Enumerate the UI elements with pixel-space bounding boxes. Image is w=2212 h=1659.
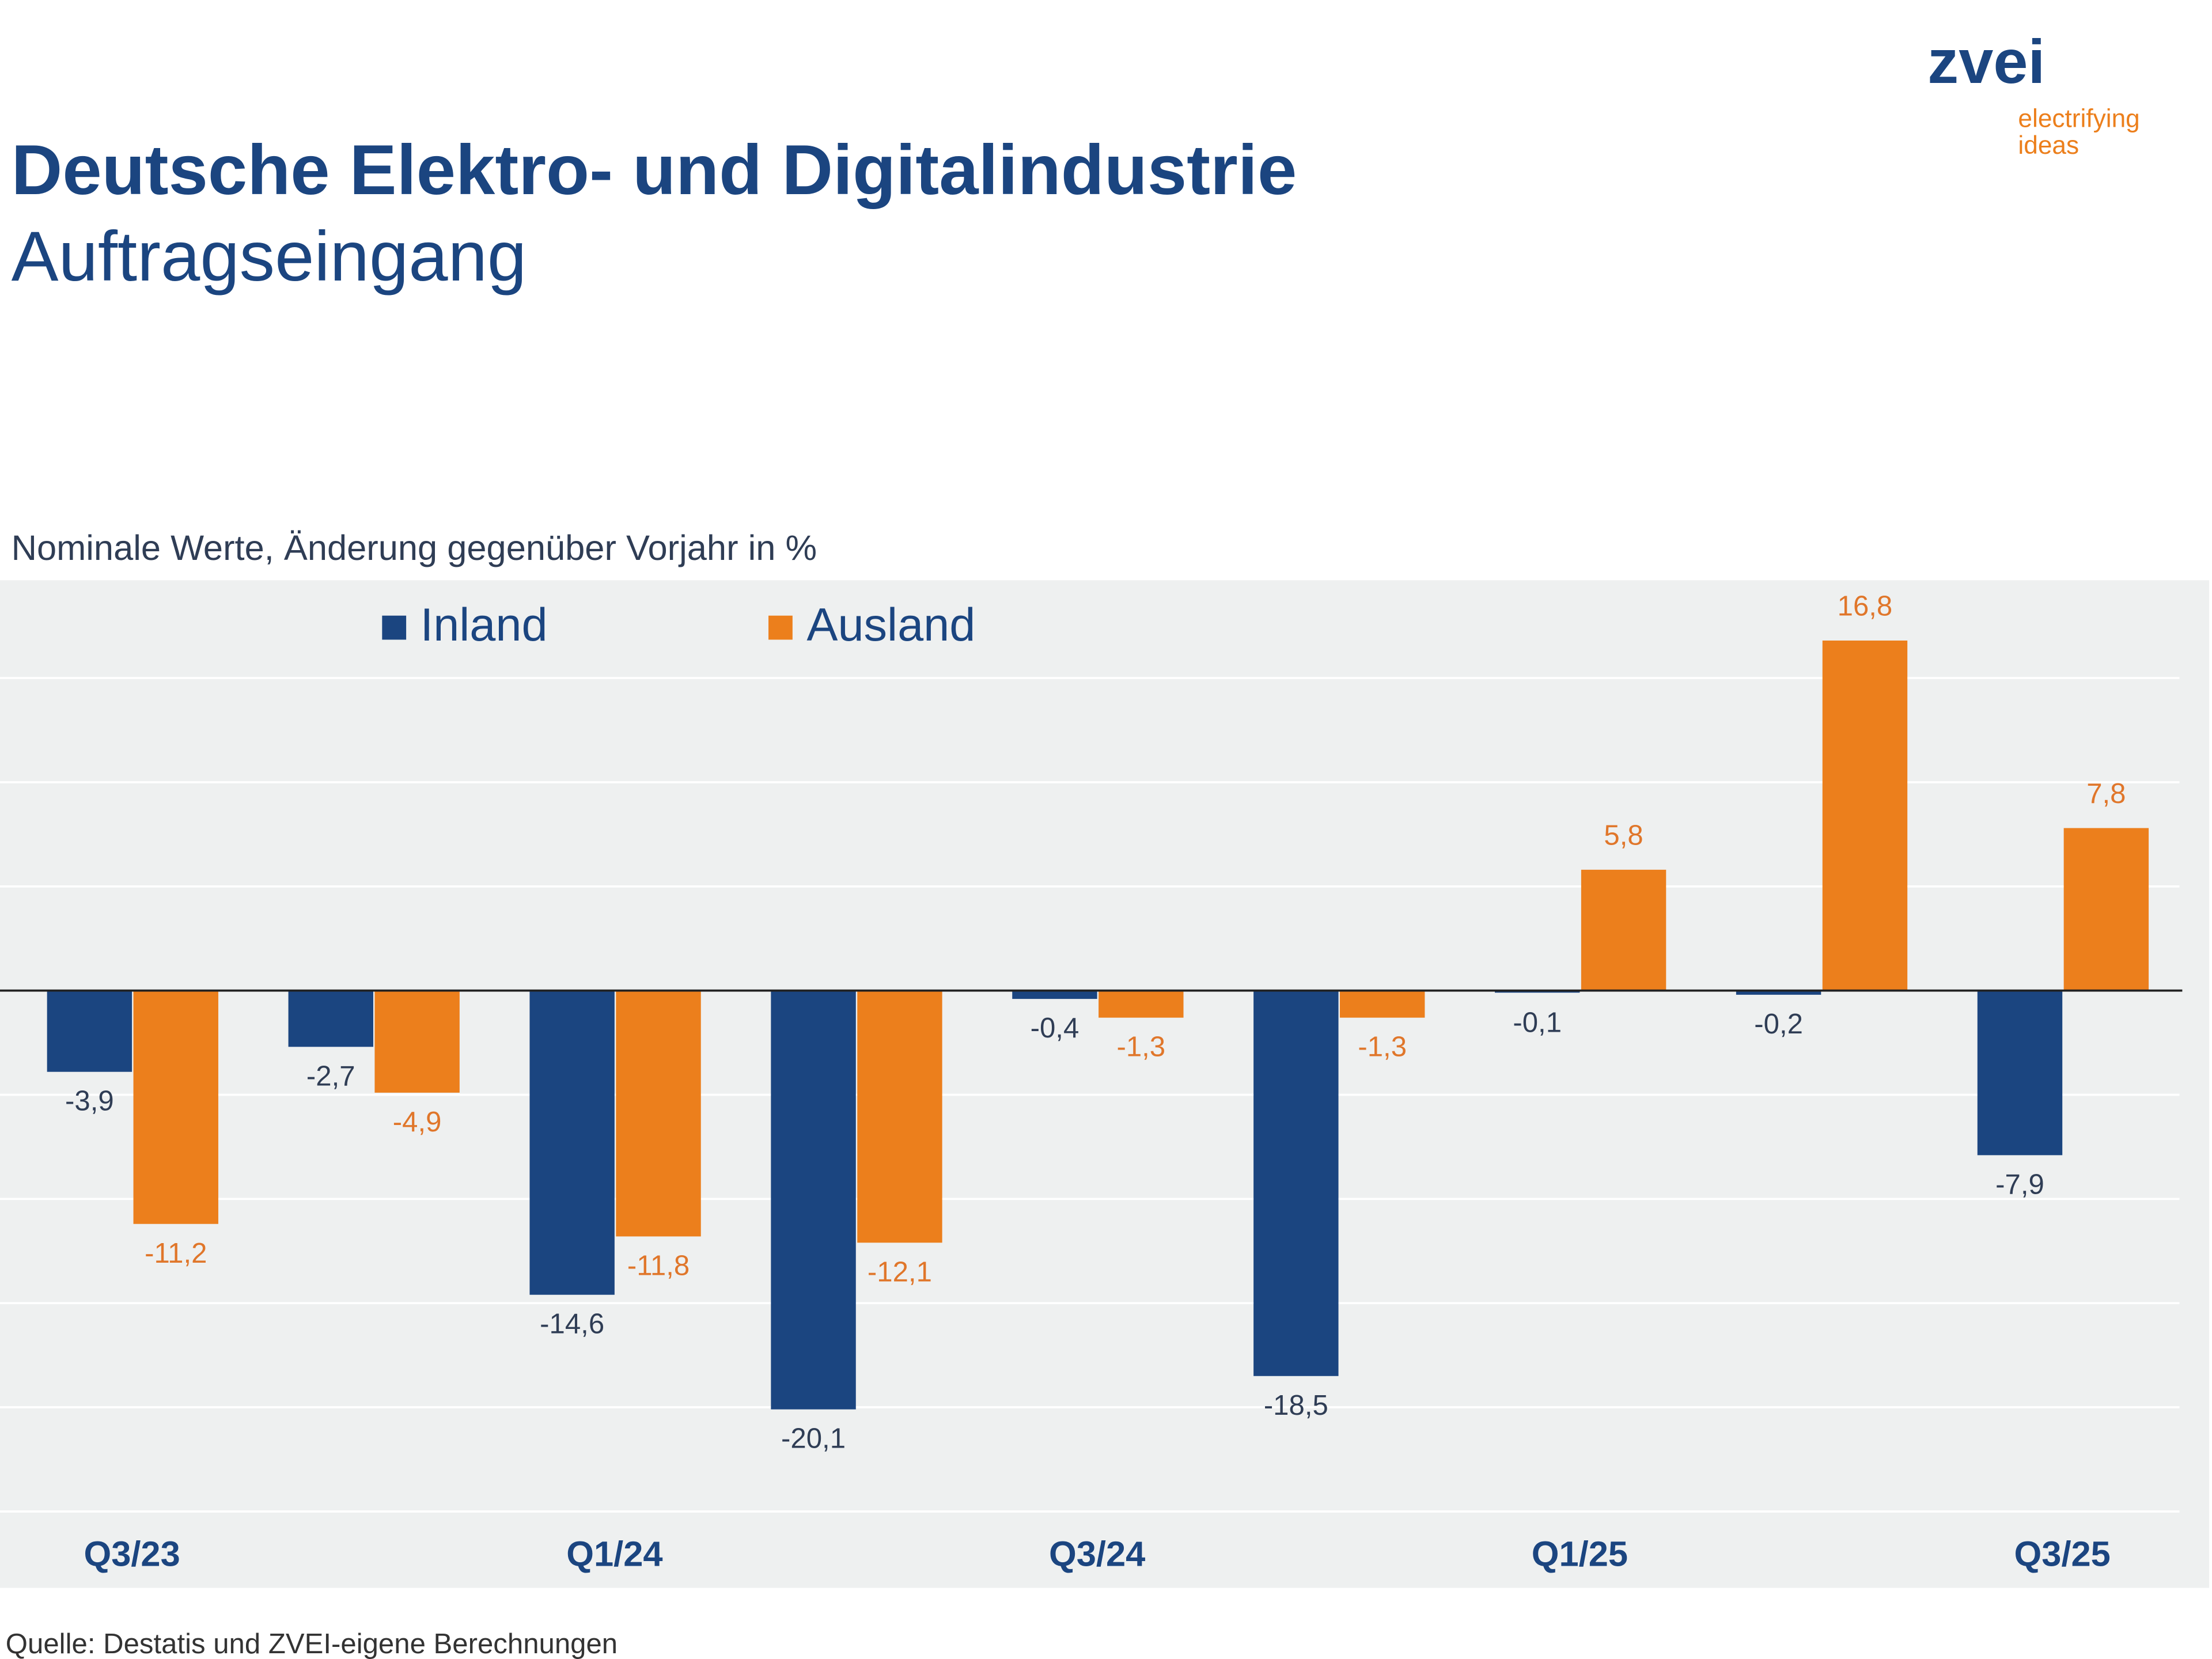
logo-tagline: ideas <box>2018 131 2079 160</box>
data-label: -14,6 <box>540 1309 604 1340</box>
chart-subtitle: Auftragseingang <box>12 217 527 296</box>
bar <box>374 990 460 1093</box>
x-tick-label: Q1/24 <box>566 1535 662 1574</box>
bar <box>2063 828 2149 991</box>
data-label: -2,7 <box>306 1060 355 1092</box>
data-label: -3,9 <box>65 1086 114 1117</box>
data-label: -0,4 <box>1031 1013 1080 1044</box>
data-label: 5,8 <box>1604 820 1643 851</box>
bar <box>616 990 701 1237</box>
legend-label: Inland <box>421 599 548 651</box>
data-label: 7,8 <box>2086 778 2126 809</box>
bar <box>1736 990 1821 995</box>
chart-title: Deutsche Elektro- und Digitalindustrie <box>12 131 1297 210</box>
logo-brand: zvei <box>1927 26 2045 96</box>
data-label: -1,3 <box>1116 1032 1165 1063</box>
data-label: -1,3 <box>1358 1032 1407 1063</box>
data-label: -11,2 <box>145 1238 207 1269</box>
data-label: -18,5 <box>1264 1390 1328 1421</box>
bar <box>1977 990 2063 1156</box>
bar <box>857 990 942 1243</box>
data-label: -0,1 <box>1513 1007 1562 1039</box>
x-tick-label: Q3/24 <box>1049 1535 1145 1574</box>
data-label: 16,8 <box>1838 590 1893 622</box>
bar <box>1339 990 1425 1018</box>
bar <box>1581 869 1666 991</box>
bar <box>1253 990 1339 1376</box>
bar <box>771 990 856 1410</box>
y-axis-label: Nominale Werte, Änderung gegenüber Vorja… <box>12 528 817 568</box>
data-label: -4,9 <box>393 1107 442 1138</box>
data-label: -7,9 <box>1995 1169 2044 1200</box>
data-label: -12,1 <box>868 1256 932 1287</box>
data-label: -20,1 <box>781 1423 846 1455</box>
source-note: Quelle: Destatis und ZVEI-eigene Berechn… <box>6 1628 618 1659</box>
legend-swatch <box>382 615 407 640</box>
x-tick-label: Q3/23 <box>84 1535 180 1574</box>
bar <box>1099 990 1184 1018</box>
bar <box>1012 990 1097 999</box>
x-tick-label: Q1/25 <box>1532 1535 1628 1574</box>
legend-swatch <box>768 615 793 640</box>
bar <box>47 990 132 1072</box>
data-label: -0,2 <box>1754 1009 1803 1040</box>
x-tick-label: Q3/25 <box>2014 1535 2111 1574</box>
logo-tagline: electrifying <box>2018 105 2139 133</box>
bar <box>288 990 373 1047</box>
bar <box>1822 640 1908 991</box>
data-label: -11,8 <box>627 1250 690 1281</box>
legend-label: Ausland <box>806 599 975 651</box>
bar <box>133 990 218 1224</box>
bar <box>529 990 615 1295</box>
